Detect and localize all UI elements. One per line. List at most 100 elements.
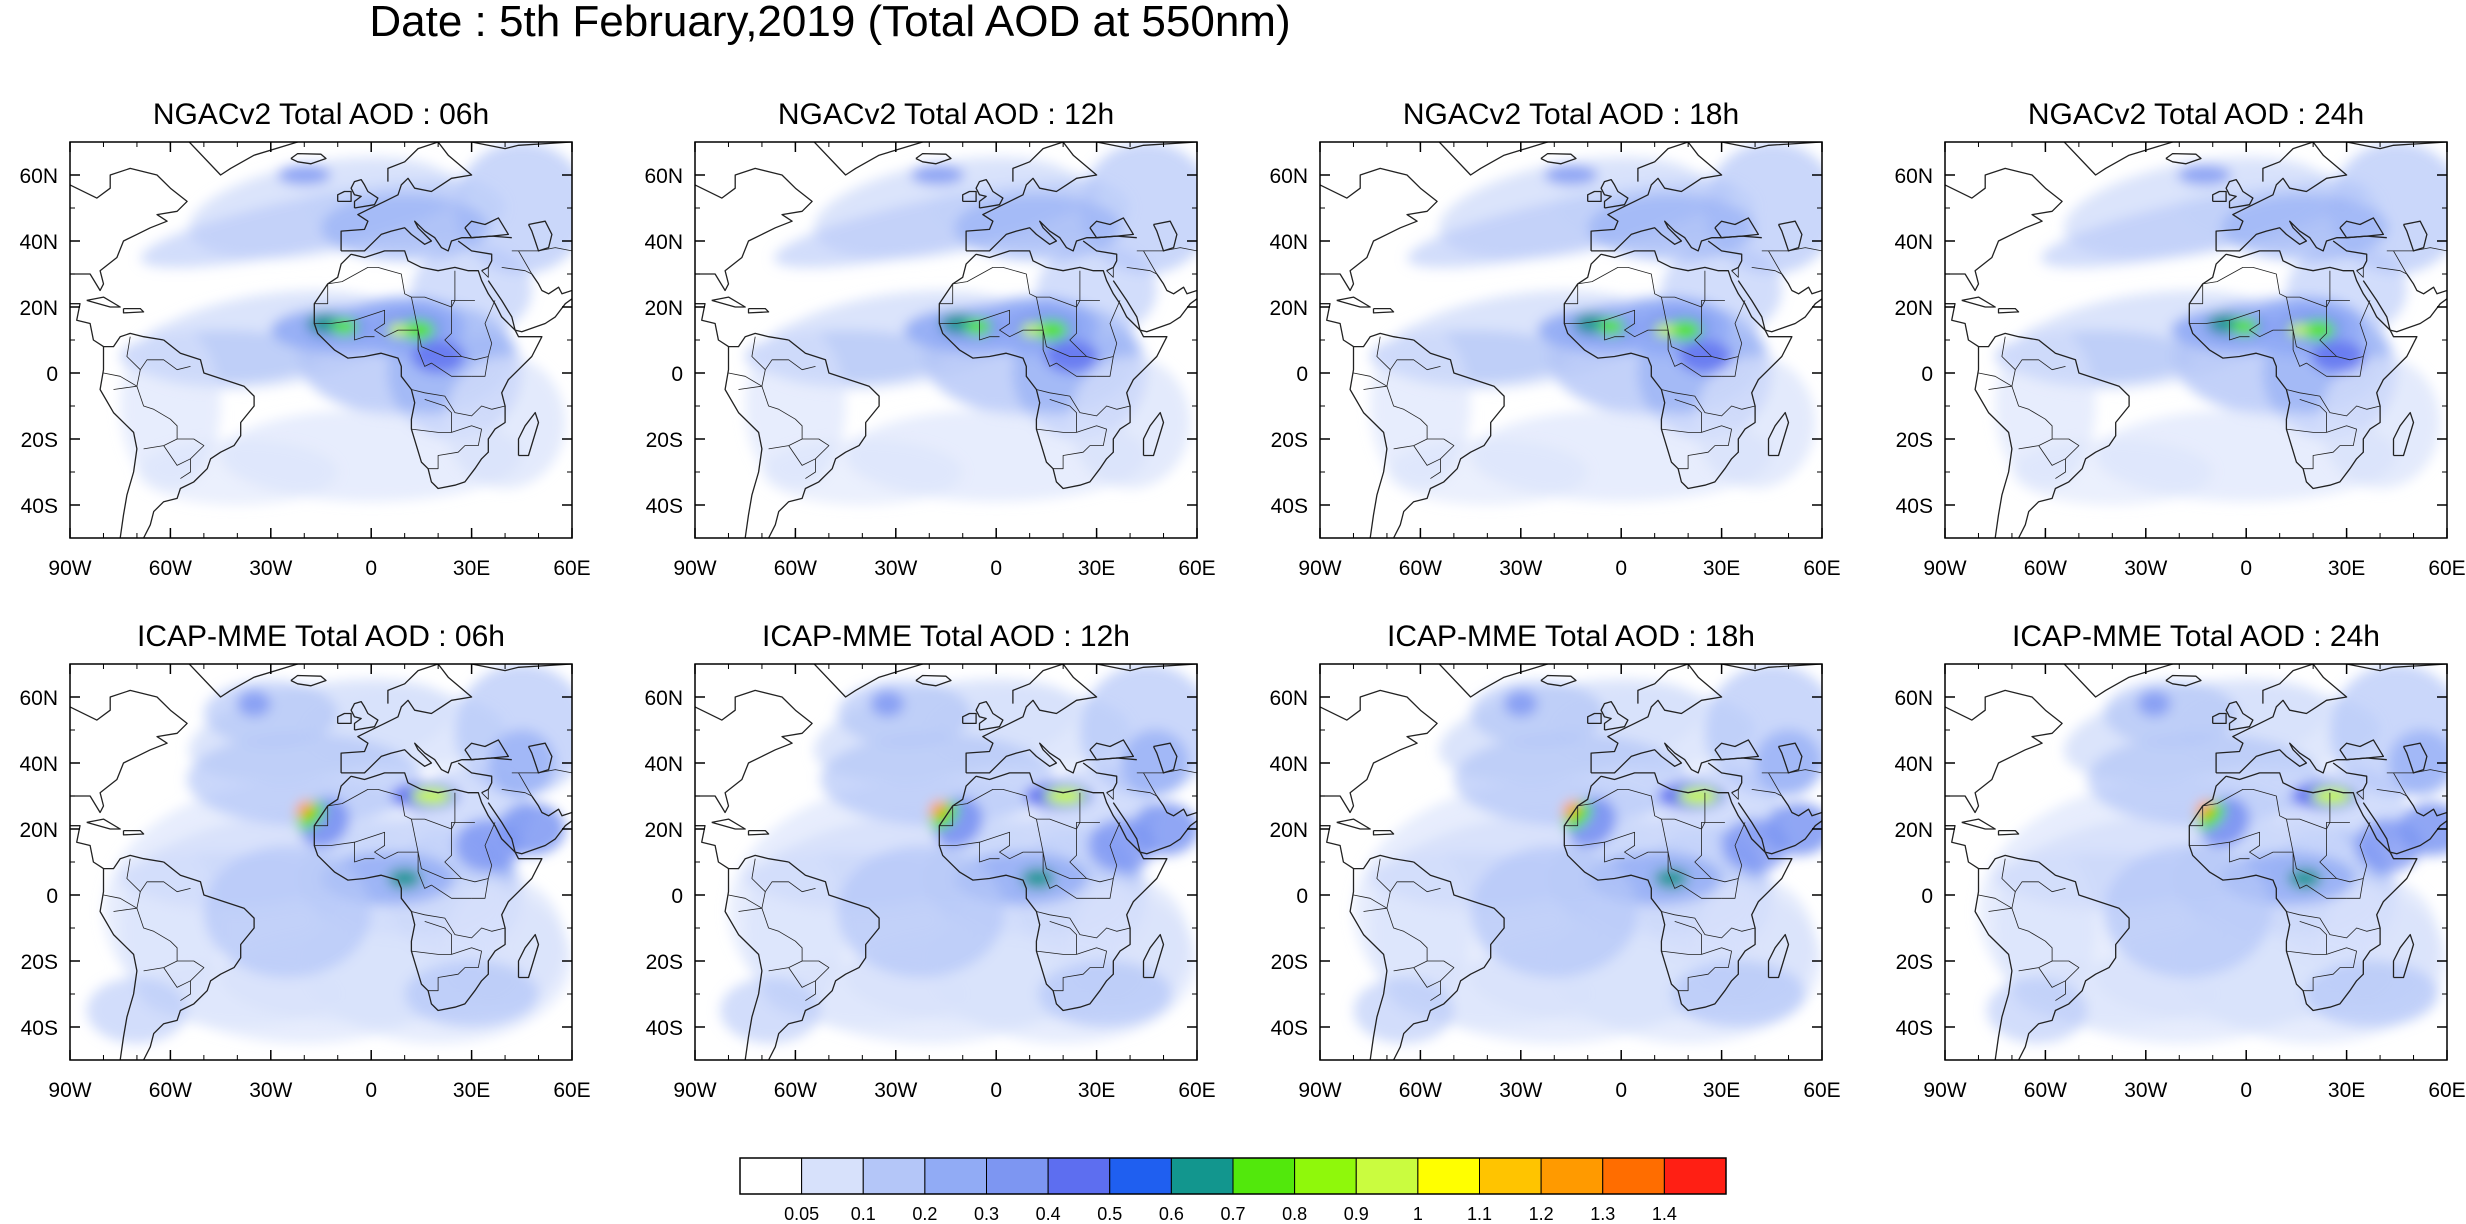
coastline — [99, 346, 138, 538]
aod-patch — [237, 690, 271, 717]
lat-tick-label: 40N — [644, 231, 683, 254]
country-border — [1721, 356, 1739, 377]
coastline — [70, 274, 164, 348]
colorbar-swatch — [1232, 1157, 1296, 1195]
country-border — [471, 878, 489, 899]
country-border — [1604, 842, 1625, 863]
lon-tick-label: 60W — [149, 1079, 192, 1102]
coastline — [2165, 674, 2202, 687]
country-border — [126, 858, 141, 892]
colorbar-swatch — [1109, 1157, 1172, 1195]
lon-tick-label: 60W — [1399, 1079, 1442, 1102]
country-border — [177, 960, 205, 982]
coastline — [290, 674, 327, 687]
coastline — [1156, 795, 1197, 817]
coastline — [531, 273, 572, 295]
coastline — [1563, 772, 1793, 1012]
aod-patch — [1353, 977, 1454, 1044]
coastline — [962, 190, 977, 203]
lon-tick-label: 60E — [1178, 1079, 1215, 1102]
country-border — [1701, 299, 1725, 308]
aod-patch — [1504, 690, 1538, 717]
lat-tick-label: 20S — [1896, 951, 1933, 974]
coastline — [1392, 339, 1505, 538]
coastline — [340, 664, 572, 773]
coastline — [711, 296, 746, 308]
coastline — [767, 339, 880, 538]
country-border — [411, 425, 483, 470]
country-border — [1661, 297, 1722, 377]
aod-patch — [720, 977, 821, 1044]
country-border — [1661, 425, 1732, 470]
panel-title: NGACv2 Total AOD : 06h — [153, 98, 489, 131]
coastline — [1767, 933, 1790, 979]
coastline — [1540, 674, 1577, 687]
aod-patch — [1544, 165, 1598, 185]
aod-patch — [1678, 787, 1719, 805]
panel-title: NGACv2 Total AOD : 12h — [778, 98, 1114, 131]
country-border — [2229, 842, 2250, 863]
country-border — [1751, 772, 1783, 797]
country-border — [2326, 299, 2350, 308]
coastline — [1781, 273, 1822, 295]
coastline — [2017, 339, 2130, 538]
lon-tick-label: 0 — [2240, 557, 2252, 580]
coastline — [2212, 712, 2227, 725]
country-border — [1661, 819, 1722, 899]
country-border — [1036, 425, 1107, 470]
country-border — [424, 921, 452, 955]
lat-tick-label: 20N — [644, 819, 683, 842]
country-border — [471, 356, 489, 377]
country-border — [1564, 266, 1706, 308]
lat-tick-label: 40N — [19, 231, 58, 254]
country-border — [2001, 858, 2016, 892]
coastline — [1767, 411, 1790, 457]
coastline — [337, 712, 352, 725]
coastline — [2017, 861, 2130, 1060]
lat-tick-label: 40N — [1269, 231, 1308, 254]
country-border — [939, 789, 1081, 830]
country-border — [2189, 266, 2331, 308]
lon-tick-label: 60W — [149, 557, 192, 580]
aod-field — [1320, 664, 1822, 1060]
coastline — [2392, 411, 2415, 457]
country-border — [2052, 960, 2080, 982]
country-border — [802, 960, 830, 982]
country-border — [802, 438, 830, 460]
colorbar-swatch — [1170, 1157, 1234, 1195]
colorbar-frame — [739, 1157, 1727, 1195]
country-border — [1427, 960, 1455, 982]
coastline — [387, 142, 444, 182]
lon-tick-label: 60E — [2428, 1079, 2465, 1102]
country-border — [177, 438, 205, 460]
aod-patch — [2288, 868, 2322, 889]
country-border — [1096, 878, 1114, 899]
lat-tick-label: 60N — [1894, 687, 1933, 710]
country-border — [314, 266, 456, 308]
map-panel: NGACv2 Total AOD : 24h 60N 40N 20N 0 20S 40S 90… — [1894, 98, 2465, 580]
lat-tick-label: 20N — [19, 297, 58, 320]
coastline — [1637, 142, 1694, 182]
lon-tick-label: 60W — [2024, 557, 2067, 580]
country-border — [518, 769, 572, 774]
aod-patch — [203, 680, 338, 747]
country-border — [1036, 389, 1131, 417]
country-border — [481, 789, 489, 800]
coastline — [2225, 178, 2254, 209]
panel-title: NGACv2 Total AOD : 18h — [1403, 98, 1739, 131]
lon-tick-label: 90W — [1298, 1079, 1341, 1102]
coastline — [1714, 739, 1760, 761]
coastline — [2212, 190, 2227, 203]
aod-patch — [411, 787, 452, 805]
coastline — [2406, 273, 2447, 295]
coastline — [1591, 220, 1762, 252]
aod-patch — [1654, 868, 1689, 889]
country-border — [1731, 789, 1739, 800]
colorbar-label: 0.1 — [850, 1204, 876, 1224]
lon-tick-label: 0 — [990, 557, 1002, 580]
aod-patch — [910, 165, 965, 185]
coastline — [1590, 142, 1822, 251]
country-border — [2286, 297, 2347, 377]
coastline — [1945, 167, 2063, 292]
